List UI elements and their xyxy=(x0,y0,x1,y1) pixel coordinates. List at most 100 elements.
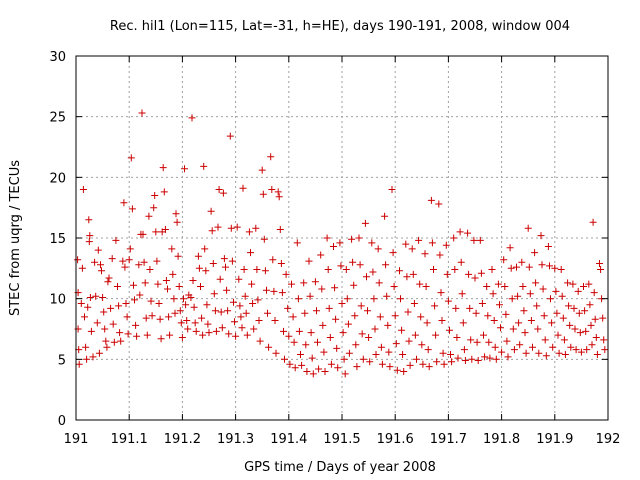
data-point xyxy=(217,308,225,316)
data-point xyxy=(471,274,479,282)
data-point xyxy=(510,346,518,354)
data-point xyxy=(353,363,361,371)
data-point xyxy=(272,349,280,357)
data-point xyxy=(315,365,323,373)
data-point xyxy=(481,353,489,361)
data-point xyxy=(75,360,83,368)
data-point xyxy=(408,245,416,253)
data-point xyxy=(182,301,190,309)
data-point xyxy=(386,363,394,371)
data-point xyxy=(162,277,170,284)
data-point xyxy=(260,235,268,243)
data-point xyxy=(554,331,562,339)
data-point xyxy=(154,280,162,288)
x-tick-label: 192 xyxy=(596,432,621,447)
data-point xyxy=(331,284,339,292)
data-point xyxy=(241,292,249,300)
data-point xyxy=(288,280,295,288)
data-point xyxy=(421,250,429,258)
data-point xyxy=(85,216,93,224)
data-point xyxy=(552,287,560,295)
data-point xyxy=(235,275,243,283)
data-point xyxy=(366,358,374,366)
y-tick-label: 15 xyxy=(49,232,66,247)
data-point xyxy=(232,332,240,340)
y-tick-label: 30 xyxy=(49,50,66,65)
data-point xyxy=(174,252,182,260)
data-point xyxy=(127,154,135,162)
data-point xyxy=(100,308,108,316)
x-tick-label: 191.2 xyxy=(164,432,201,447)
data-point xyxy=(176,307,184,315)
data-point xyxy=(597,266,605,273)
grid xyxy=(76,56,608,420)
data-point xyxy=(164,285,171,293)
data-point xyxy=(79,186,87,193)
data-point xyxy=(202,267,210,275)
data-point xyxy=(400,368,408,375)
data-point xyxy=(161,226,169,233)
data-point xyxy=(225,330,233,338)
data-point xyxy=(405,337,413,345)
data-point xyxy=(472,309,480,317)
data-point xyxy=(549,343,557,351)
data-point xyxy=(392,340,400,348)
data-point xyxy=(547,295,554,303)
data-point xyxy=(569,280,577,288)
data-point xyxy=(561,351,569,358)
data-point xyxy=(548,319,556,327)
data-point xyxy=(460,346,468,354)
data-point xyxy=(430,266,437,273)
data-point xyxy=(123,313,131,321)
data-point xyxy=(417,313,425,321)
data-point xyxy=(93,319,101,327)
data-point xyxy=(357,302,365,310)
data-point xyxy=(374,245,382,253)
data-point xyxy=(422,283,430,290)
data-point xyxy=(170,295,178,303)
data-point xyxy=(112,236,120,244)
data-point xyxy=(587,321,595,329)
data-point xyxy=(448,358,456,366)
data-point xyxy=(516,341,524,349)
data-point xyxy=(247,249,254,257)
data-point xyxy=(498,348,506,356)
data-point xyxy=(451,266,459,273)
data-point xyxy=(356,261,364,269)
data-point xyxy=(258,166,266,174)
data-point xyxy=(440,360,448,368)
data-point xyxy=(504,353,512,361)
data-point xyxy=(419,360,427,368)
x-tick-label: 191.3 xyxy=(217,432,254,447)
data-point xyxy=(342,266,350,273)
data-point xyxy=(520,307,528,315)
data-point xyxy=(337,262,345,270)
data-point xyxy=(544,243,552,250)
data-point xyxy=(532,279,540,287)
data-point xyxy=(601,346,609,354)
data-point xyxy=(534,325,542,333)
data-point xyxy=(188,114,196,122)
data-point xyxy=(432,331,440,339)
y-tick-label: 5 xyxy=(58,353,66,368)
data-point xyxy=(219,189,227,197)
data-point xyxy=(298,361,306,369)
data-point xyxy=(313,307,320,315)
data-point xyxy=(200,162,208,170)
data-point xyxy=(425,363,433,371)
data-point xyxy=(560,336,568,344)
data-point xyxy=(139,230,147,238)
data-point xyxy=(344,320,352,328)
data-point xyxy=(254,296,262,304)
data-point xyxy=(301,309,309,317)
data-point xyxy=(295,327,303,335)
data-point xyxy=(89,353,97,361)
data-point xyxy=(306,292,314,300)
data-point xyxy=(239,184,247,192)
data-point xyxy=(363,273,370,281)
data-point xyxy=(203,301,211,309)
data-point xyxy=(311,278,319,286)
data-point xyxy=(509,325,517,333)
data-point xyxy=(388,186,396,193)
data-point xyxy=(264,309,271,317)
